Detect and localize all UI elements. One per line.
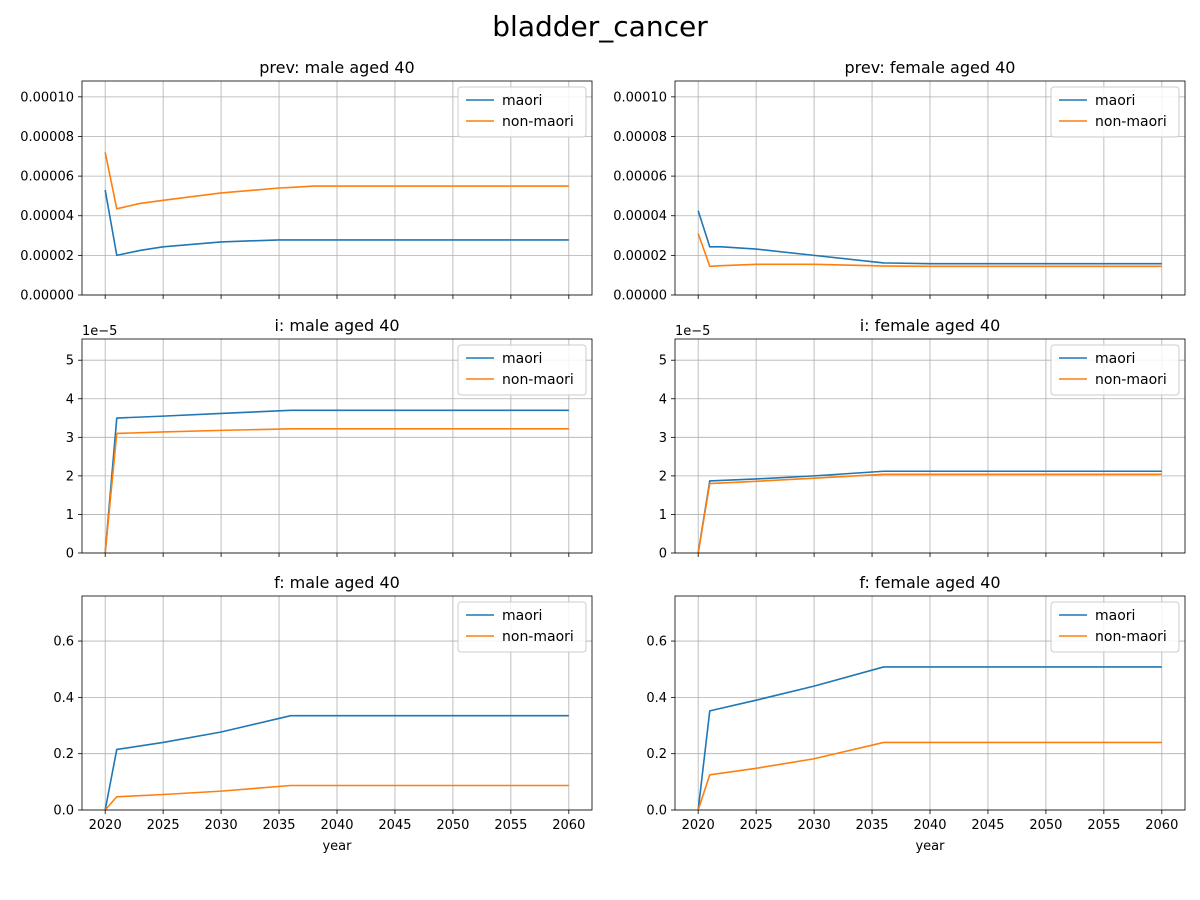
x-tick-label: 2030 [205, 818, 238, 833]
y-tick-label: 0.00008 [20, 130, 74, 145]
y-tick-label: 2 [659, 469, 667, 484]
x-tick-label: 2035 [855, 818, 888, 833]
y-tick-label: 0.00000 [613, 289, 667, 304]
x-axis-label: year [915, 839, 945, 854]
series-line-non-maori [104, 152, 569, 210]
y-tick-label: 0.00004 [20, 209, 74, 224]
y-tick-label: 0.00004 [613, 209, 667, 224]
legend-label: non-maori [1095, 114, 1167, 130]
subplot-6: 2020 2025 2030 2035 2040 2045 2050 2055 2060 0.0 0… [646, 573, 1186, 854]
series-line-maori [697, 666, 1162, 811]
legend-label: non-maori [502, 114, 574, 130]
x-tick-label: 2050 [436, 818, 469, 833]
y-tick-label: 0.0 [646, 804, 667, 819]
x-tick-label: 2050 [1029, 818, 1062, 833]
legend-label: maori [502, 93, 542, 109]
x-tick-label: 2025 [740, 818, 773, 833]
legend: maori non-maori [457, 601, 587, 653]
subplot-2: 0.00000 0.00002 0.00004 0.00006 0.00008 0.000… [613, 58, 1186, 304]
y-tick-label: 0.4 [53, 691, 74, 706]
subplot-title: f: male aged 40 [274, 573, 400, 592]
x-tick-label: 2060 [552, 818, 585, 833]
x-tick-label: 2030 [798, 818, 831, 833]
x-tick-label: 2045 [378, 818, 411, 833]
x-tick-label: 2055 [1087, 818, 1120, 833]
legend-label: non-maori [502, 372, 574, 388]
axis-offset-text: 1e−5 [82, 324, 117, 339]
y-tick-label: 0.00010 [613, 90, 667, 105]
legend-label: non-maori [1095, 629, 1167, 645]
series-line-non-maori [697, 741, 1162, 811]
x-tick-label: 2025 [147, 818, 180, 833]
legend: maori non-maori [1050, 344, 1180, 396]
y-tick-label: 5 [659, 354, 667, 369]
y-tick-label: 3 [659, 431, 667, 446]
legend: maori non-maori [457, 344, 587, 396]
legend-label: maori [502, 608, 542, 624]
x-tick-label: 2040 [320, 818, 353, 833]
y-tick-label: 0.2 [53, 747, 74, 762]
y-tick-label: 0.2 [646, 747, 667, 762]
y-tick-label: 0.00002 [613, 249, 667, 264]
series-line-non-maori [104, 784, 569, 811]
subplot-4: 0 1 2 3 4 5 1e−5 i: female aged 40 maori non-maor… [659, 316, 1186, 562]
y-tick-label: 0.00006 [613, 170, 667, 185]
subplot-title: i: female aged 40 [860, 316, 1001, 335]
series-line-non-maori [104, 428, 569, 554]
y-tick-label: 5 [66, 354, 74, 369]
subplot-title: prev: male aged 40 [259, 58, 414, 77]
y-tick-label: 0.00006 [20, 170, 74, 185]
legend-label: maori [1095, 93, 1135, 109]
subplot-1: 0.00000 0.00002 0.00004 0.00006 0.00008 0.000… [20, 58, 593, 304]
y-tick-label: 0.6 [53, 635, 74, 650]
y-tick-label: 0.00008 [613, 130, 667, 145]
series-line-maori [104, 409, 569, 554]
y-tick-label: 0.6 [646, 635, 667, 650]
axis-offset-text: 1e−5 [675, 324, 710, 339]
series-line-maori [697, 210, 1162, 265]
x-tick-label: 2040 [913, 818, 946, 833]
series-line-maori [104, 189, 569, 257]
legend-label: maori [502, 351, 542, 367]
series-line-non-maori [697, 473, 1162, 554]
subplot-5: 2020 2025 2030 2035 2040 2045 2050 2055 2060 0.0 0… [53, 573, 593, 854]
legend-label: maori [1095, 351, 1135, 367]
y-tick-label: 1 [66, 508, 74, 523]
x-tick-label: 2035 [262, 818, 295, 833]
x-tick-label: 2020 [89, 818, 122, 833]
series-line-maori [104, 714, 569, 811]
legend: maori non-maori [1050, 601, 1180, 653]
x-tick-label: 2060 [1145, 818, 1178, 833]
x-axis-label: year [322, 839, 352, 854]
x-tick-label: 2045 [971, 818, 1004, 833]
subplot-3: 0 1 2 3 4 5 1e−5 i: male aged 40 maori non-maori [66, 316, 593, 562]
y-tick-label: 2 [66, 469, 74, 484]
y-tick-label: 0 [659, 547, 667, 562]
y-tick-label: 4 [659, 392, 667, 407]
subplot-title: f: female aged 40 [859, 573, 1000, 592]
legend: maori non-maori [457, 86, 587, 138]
y-tick-label: 0.00010 [20, 90, 74, 105]
x-tick-label: 2020 [682, 818, 715, 833]
figure-title: bladder_cancer [492, 10, 708, 43]
legend-label: non-maori [1095, 372, 1167, 388]
subplot-title: i: male aged 40 [274, 316, 399, 335]
y-tick-label: 3 [66, 431, 74, 446]
y-tick-label: 0.00002 [20, 249, 74, 264]
legend: maori non-maori [1050, 86, 1180, 138]
subplot-title: prev: female aged 40 [845, 58, 1016, 77]
legend-label: non-maori [502, 629, 574, 645]
y-tick-label: 1 [659, 508, 667, 523]
y-tick-label: 0.0 [53, 804, 74, 819]
y-tick-label: 0.00000 [20, 289, 74, 304]
series-line-non-maori [697, 233, 1162, 268]
y-tick-label: 0 [66, 547, 74, 562]
y-tick-label: 0.4 [646, 691, 667, 706]
legend-label: maori [1095, 608, 1135, 624]
x-tick-label: 2055 [494, 818, 527, 833]
y-tick-label: 4 [66, 392, 74, 407]
